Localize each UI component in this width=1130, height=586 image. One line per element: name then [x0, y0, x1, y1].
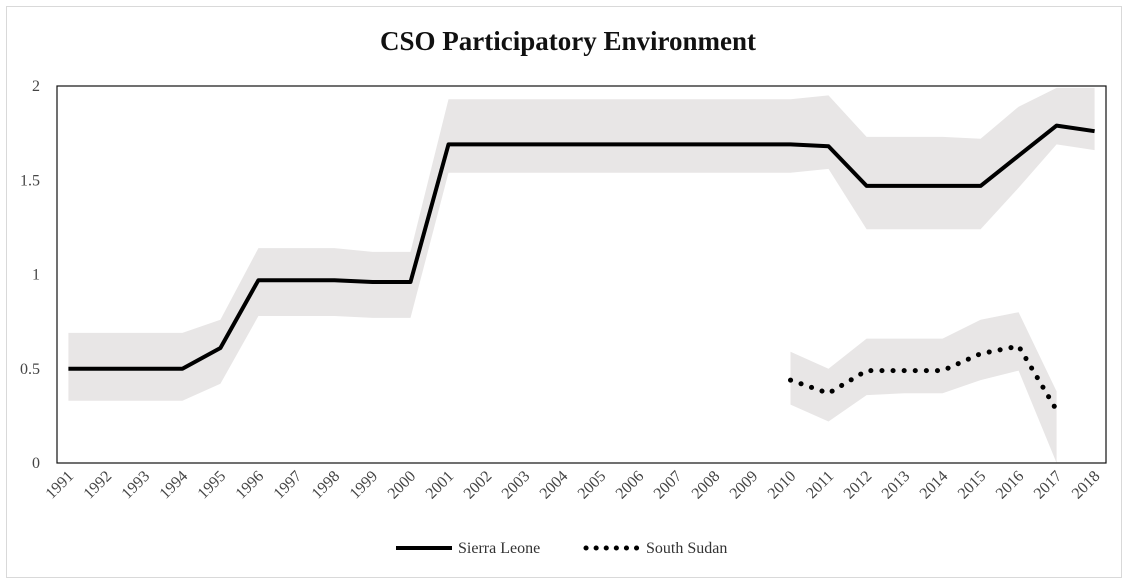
x-tick-label: 2005: [575, 468, 610, 503]
band-sierra-leone: [68, 87, 1095, 401]
x-tick-label: 2016: [993, 468, 1028, 503]
y-tick-label: 0.5: [20, 361, 40, 378]
x-tick-label: 2006: [613, 468, 648, 503]
plot-area-border: [56, 85, 1107, 464]
x-tick-label: 1991: [43, 468, 78, 503]
x-tick-label: 1992: [81, 468, 116, 503]
y-tick-label: 1: [32, 267, 40, 284]
y-tick-label: 1.5: [20, 172, 40, 189]
series-line-south-sudan: [788, 343, 1060, 413]
x-tick-label: 2011: [803, 468, 837, 502]
x-tick-label: 1998: [309, 468, 344, 503]
x-tick-label: 1997: [271, 468, 306, 503]
series-line-sierra-leone: [68, 123, 1095, 371]
series-lines: [68, 123, 1095, 413]
legend: Sierra Leone South Sudan: [396, 540, 727, 557]
x-tick-label: 2012: [841, 468, 876, 503]
x-tick-label: 2009: [727, 468, 762, 503]
x-tick-label: 2000: [385, 468, 420, 503]
chart-title: CSO Participatory Environment: [380, 26, 756, 56]
x-tick-label: 1993: [119, 468, 154, 503]
x-tick-label: 2001: [423, 468, 458, 503]
x-tick-label: 2008: [689, 468, 724, 503]
x-tick-label: 2004: [537, 468, 572, 503]
y-tick-label: 0: [32, 455, 40, 472]
x-tick-label: 1994: [157, 468, 192, 503]
legend-label-south-sudan: South Sudan: [646, 540, 727, 557]
x-tick-label: 2010: [765, 468, 800, 503]
x-tick-label: 2017: [1031, 468, 1066, 503]
band-south-sudan: [790, 312, 1057, 463]
x-tick-label: 2002: [461, 468, 496, 503]
x-tick-label: 1999: [347, 468, 382, 503]
x-tick-label: 2015: [955, 468, 990, 503]
y-axis-ticks: 0 0.5 1 1.5 2: [20, 78, 40, 472]
x-tick-label: 1995: [195, 468, 230, 503]
x-tick-label: 2007: [651, 468, 686, 503]
x-tick-label: 2003: [499, 468, 534, 503]
x-tick-label: 2018: [1069, 468, 1104, 503]
y-tick-label: 2: [32, 78, 40, 95]
x-axis-ticks: 1991 1992 1993 1994 1995 1996 1997 1998 1999 2000…: [43, 468, 1104, 503]
x-tick-label: 2014: [917, 468, 952, 503]
x-tick-label: 2013: [879, 468, 914, 503]
legend-label-sierra-leone: Sierra Leone: [458, 540, 540, 557]
x-tick-label: 1996: [233, 468, 268, 503]
